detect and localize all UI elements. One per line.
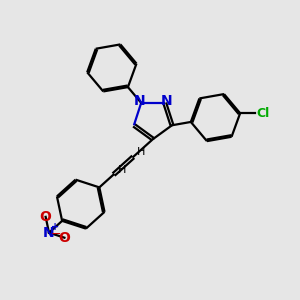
Text: N: N [134, 94, 146, 108]
Text: N: N [160, 94, 172, 108]
Text: −: − [51, 228, 62, 241]
Text: H: H [118, 165, 126, 175]
Text: Cl: Cl [256, 107, 270, 120]
Text: +: + [51, 222, 59, 233]
Text: O: O [58, 231, 70, 245]
Text: O: O [40, 210, 52, 224]
Text: H: H [137, 147, 146, 158]
Text: N: N [43, 226, 55, 240]
